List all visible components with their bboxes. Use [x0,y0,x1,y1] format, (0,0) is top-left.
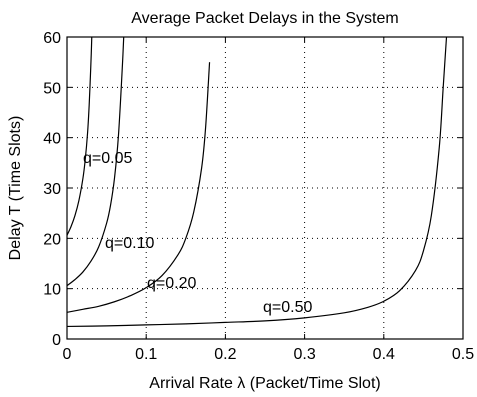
x-tick-label: 0.5 [452,346,474,363]
x-tick-label: 0 [63,346,72,363]
series-line-2 [67,62,211,313]
x-tick-label: 0.3 [293,346,315,363]
x-axis-title: Arrival Rate λ (Packet/Time Slot) [149,375,380,392]
x-tick-label: 0.2 [214,346,236,363]
curve-labels: q=0.05 q=0.10 q=0.20 q=0.50 [83,150,312,316]
curve-label: q=0.20 [147,275,196,292]
y-tick-label: 0 [52,332,61,349]
curve-label: q=0.10 [105,235,154,252]
y-axis-title: Delay T (Time Slots) [7,116,24,261]
plot-frame [66,36,464,340]
y-tick-label: 60 [43,30,61,47]
chart-title: Average Packet Delays in the System [131,10,398,27]
series-line-3 [67,37,448,328]
y-tick-label: 50 [43,80,61,97]
series-line-1 [67,37,125,287]
grid-lines [67,37,463,339]
curve-label: q=0.50 [263,299,312,316]
curve-label: q=0.05 [83,150,132,167]
x-tick-label: 0.1 [135,346,157,363]
y-tick-label: 30 [43,181,61,198]
y-tick-label: 20 [43,231,61,248]
x-tick-label: 0.4 [373,346,395,363]
y-tick-label: 10 [43,282,61,299]
y-tick-label: 40 [43,131,61,148]
axis-ticks: 0 0.1 0.2 0.3 0.4 0.5 0 10 20 30 40 50 60 [43,30,474,363]
series-curves [67,37,448,328]
series-line-0 [67,37,93,236]
